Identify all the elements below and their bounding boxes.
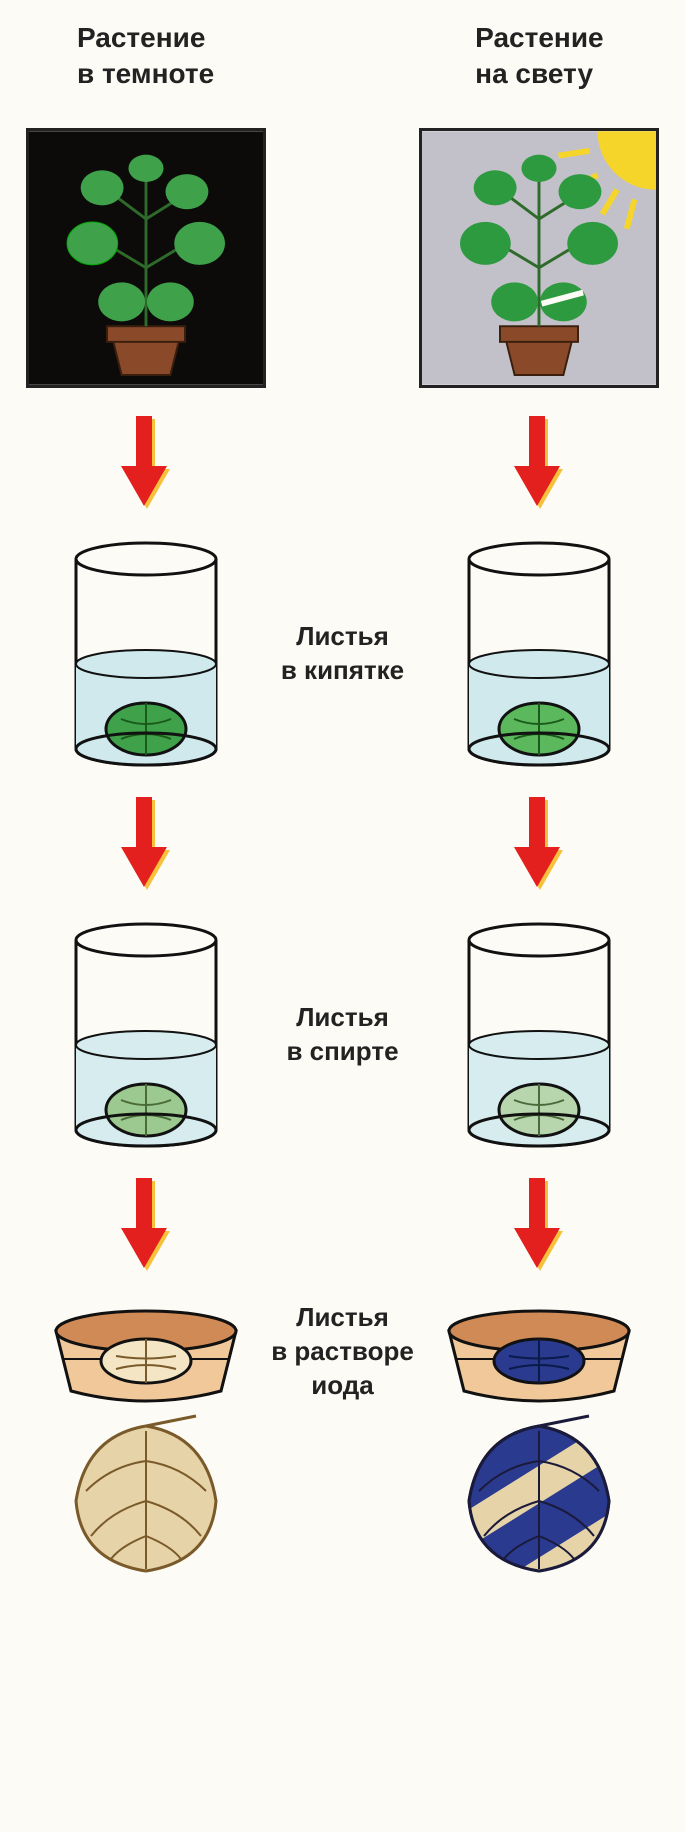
beaker-icon xyxy=(454,539,624,769)
arrow-icon xyxy=(121,416,171,511)
final-leaf-right-icon xyxy=(449,1411,629,1581)
step2-label: Листьяв спирте xyxy=(271,920,414,1150)
step3-label: Листьяв раствореиода xyxy=(271,1301,414,1411)
step2-left xyxy=(20,920,271,1150)
plant-dark-box xyxy=(26,128,266,388)
left-header: Растениев темноте xyxy=(77,20,214,100)
right-header: Растениена свету xyxy=(475,20,603,100)
beaker-icon xyxy=(61,539,231,769)
plant-light-box xyxy=(419,128,659,388)
step3-left xyxy=(20,1301,271,1581)
step1-left xyxy=(20,539,271,769)
arrow-icon xyxy=(514,416,564,511)
step3-right xyxy=(414,1301,665,1581)
left-plant-cell xyxy=(20,128,271,388)
right-column-header-wrap: Растениена свету xyxy=(414,20,665,118)
beaker-icon xyxy=(454,920,624,1150)
dish-icon xyxy=(46,1301,246,1411)
arrow-icon xyxy=(514,1178,564,1273)
dish-icon xyxy=(439,1301,639,1411)
diagram-container: Растениев темноте Растениена свету xyxy=(20,20,665,1581)
step1-right xyxy=(414,539,665,769)
step2-right xyxy=(414,920,665,1150)
step1-label: Листьяв кипятке xyxy=(271,539,414,769)
arrow-icon xyxy=(121,1178,171,1273)
beaker-icon xyxy=(61,920,231,1150)
arrow-icon xyxy=(121,797,171,892)
arrow-icon xyxy=(514,797,564,892)
left-column-header-wrap: Растениев темноте xyxy=(20,20,271,118)
final-leaf-left-icon xyxy=(56,1411,236,1581)
right-plant-cell xyxy=(414,128,665,388)
